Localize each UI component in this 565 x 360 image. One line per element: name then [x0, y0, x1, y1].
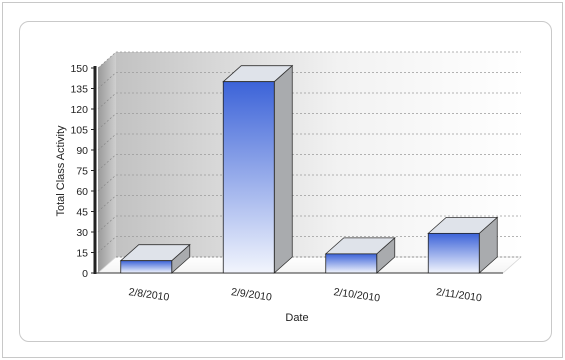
y-tick-label: 120 — [70, 104, 88, 116]
bar — [427, 216, 499, 274]
chart-walls — [93, 52, 523, 274]
x-tick-label: 2/11/2010 — [435, 286, 482, 304]
y-tick-label: 0 — [82, 268, 88, 280]
bar-front — [120, 260, 173, 274]
gridline-left — [97, 51, 117, 69]
gridline-left — [97, 195, 117, 212]
x-axis-label: Date — [285, 312, 308, 324]
gridline-left — [97, 154, 117, 171]
y-tick-label: 135 — [70, 84, 88, 96]
y-tick-label: 60 — [76, 186, 88, 198]
y-tick-label: 90 — [76, 145, 88, 157]
x-tick-label: 2/9/2010 — [230, 286, 272, 304]
y-tick-label: 45 — [76, 207, 88, 219]
gridline-left — [97, 174, 117, 192]
bar — [222, 64, 294, 274]
y-tick-labels: 0 15 30 45 60 75 90 105 120 135 150 — [70, 63, 88, 280]
bars — [119, 64, 499, 274]
gridline-left — [97, 72, 117, 89]
y-tick-label: 150 — [70, 63, 88, 75]
bar — [324, 236, 396, 274]
bar-side — [273, 64, 293, 274]
bar-front — [427, 232, 480, 274]
y-tick-label: 15 — [76, 248, 88, 260]
gridline-left — [97, 133, 117, 151]
x-tick-label: 2/10/2010 — [333, 286, 381, 304]
x-tick-label: 2/8/2010 — [128, 286, 170, 304]
bar-front — [325, 253, 378, 274]
bar-front — [222, 81, 275, 274]
y-axis-label: Total Class Activity — [55, 125, 67, 217]
y-tick-label: 105 — [70, 125, 88, 137]
y-tick-label: 30 — [76, 227, 88, 239]
gridline-left — [97, 92, 117, 110]
bar — [119, 243, 191, 274]
gridline-left — [97, 113, 117, 130]
back-wall — [116, 52, 521, 257]
gridline-left — [97, 215, 117, 233]
gridline-left — [97, 236, 117, 253]
y-tick-label: 75 — [76, 166, 88, 178]
x-tick-labels: 2/8/2010 2/9/2010 2/10/2010 2/11/2010 — [128, 286, 483, 304]
